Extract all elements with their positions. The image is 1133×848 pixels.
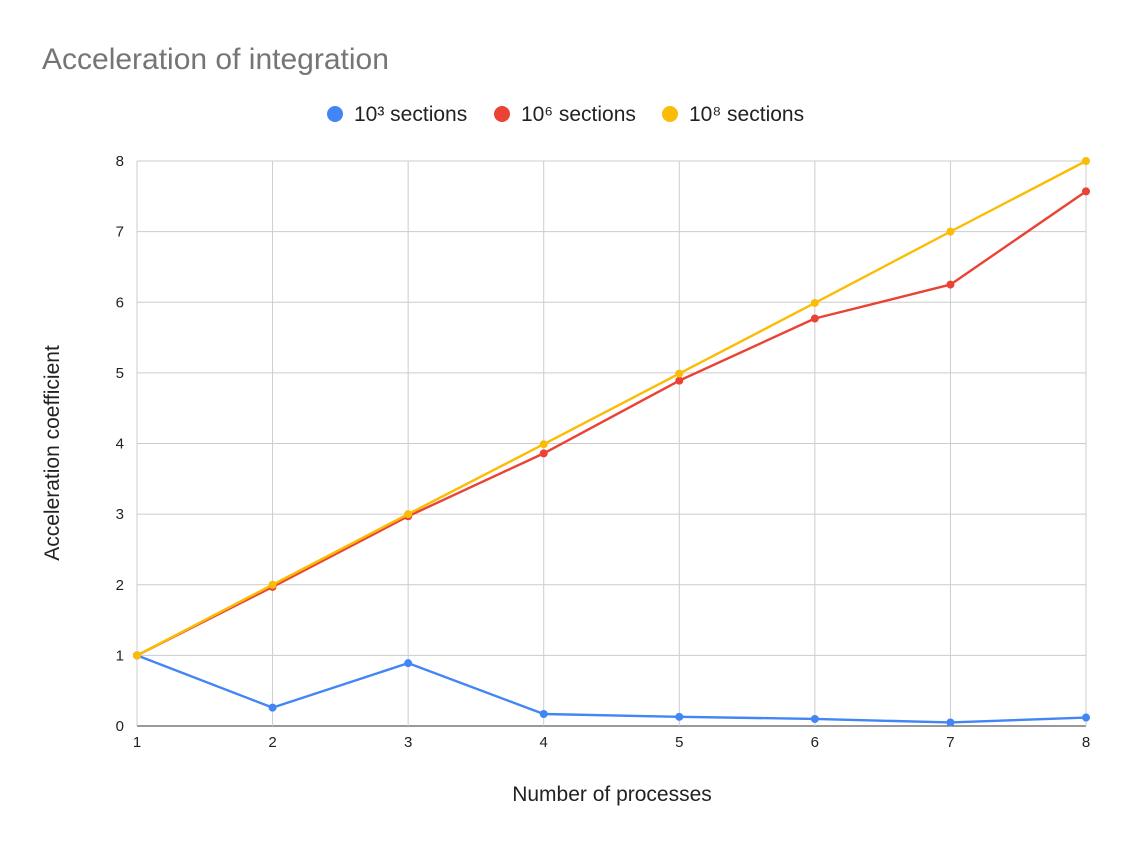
y-tick-label: 4 [116, 436, 124, 453]
legend-marker [327, 106, 343, 122]
x-tick-label: 4 [540, 734, 548, 751]
x-axis-title: Number of processes [512, 783, 712, 806]
legend-marker [662, 106, 678, 122]
y-tick-label: 6 [116, 294, 124, 311]
data-point [1082, 713, 1090, 722]
data-point [675, 712, 684, 721]
legend: 10³ sections 10⁶ sections 10⁸ sections [327, 103, 804, 126]
data-point [675, 376, 684, 385]
y-tick-label: 3 [116, 506, 124, 523]
legend-item: 10⁶ sections [494, 103, 636, 126]
legend-marker [494, 106, 510, 122]
legend-item: 10⁸ sections [662, 103, 804, 126]
data-point [946, 280, 955, 289]
x-tick-label: 3 [404, 734, 412, 751]
data-point [539, 440, 548, 449]
data-point [133, 651, 141, 660]
y-tick-label: 5 [116, 365, 124, 382]
x-tick-label: 7 [946, 734, 954, 751]
y-tick-label: 2 [116, 577, 124, 594]
y-tick-label: 7 [116, 224, 124, 241]
grid [136, 160, 1087, 727]
x-tick-label: 1 [133, 734, 141, 751]
y-tick-label: 0 [116, 718, 124, 735]
data-point [404, 510, 413, 519]
data-point [539, 709, 548, 718]
x-tick-label: 8 [1082, 734, 1090, 751]
series-layer [133, 157, 1090, 727]
data-point [268, 703, 277, 712]
chart-title: Acceleration of integration [42, 43, 389, 76]
data-point [539, 449, 548, 458]
data-point [1082, 157, 1090, 165]
y-tick-label: 1 [116, 647, 124, 664]
series-line [136, 654, 1087, 724]
y-axis-title: Acceleration coefficient [41, 345, 64, 561]
legend-item: 10³ sections [327, 103, 467, 126]
x-tick-label: 5 [675, 734, 683, 751]
y-axis-ticks: 0 1 2 3 4 5 6 7 8 [116, 153, 124, 735]
series-1 [133, 651, 1090, 727]
data-point [810, 714, 819, 723]
data-point [268, 580, 277, 589]
data-point [1082, 187, 1090, 196]
legend-label: 10³ sections [354, 103, 467, 126]
y-tick-label: 8 [116, 153, 124, 170]
data-point [810, 298, 819, 307]
series-line [136, 190, 1087, 657]
data-point [810, 314, 819, 323]
data-point [946, 227, 955, 236]
series-2 [133, 187, 1090, 660]
data-point [404, 659, 413, 668]
legend-label: 10⁶ sections [521, 103, 636, 126]
series-3 [133, 157, 1090, 660]
x-tick-label: 6 [811, 734, 819, 751]
legend-label: 10⁸ sections [689, 103, 804, 126]
data-point [675, 369, 684, 378]
data-point [946, 718, 955, 727]
x-tick-label: 2 [268, 734, 276, 751]
series-line [136, 159, 1087, 657]
x-axis-ticks: 1 2 3 4 5 6 7 8 [133, 734, 1090, 751]
